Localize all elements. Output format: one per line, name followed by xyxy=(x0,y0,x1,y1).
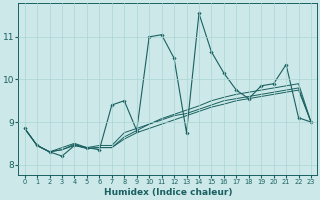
X-axis label: Humidex (Indice chaleur): Humidex (Indice chaleur) xyxy=(104,188,232,197)
